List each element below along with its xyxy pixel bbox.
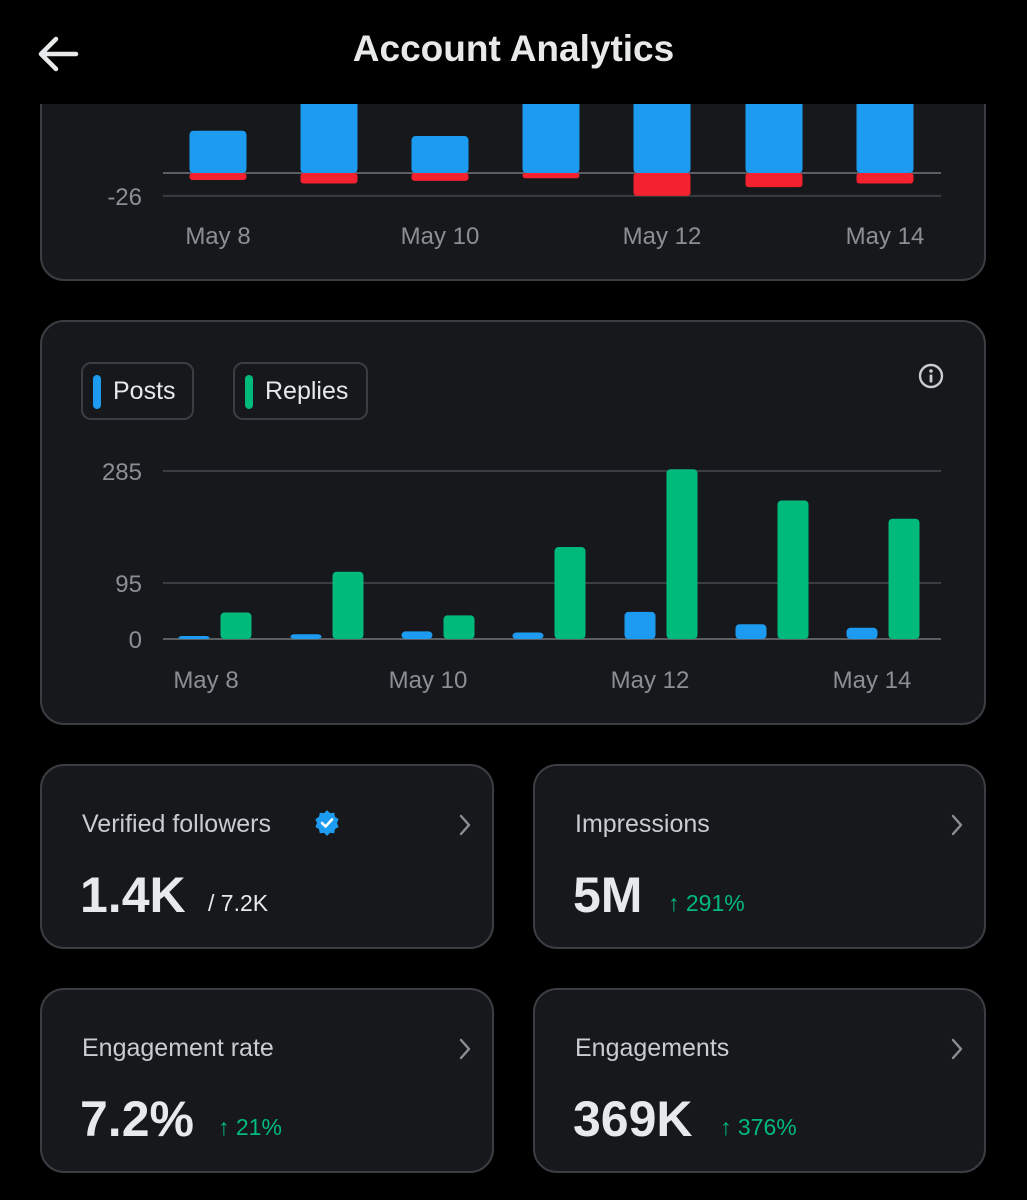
- y-tick-label: 285: [102, 459, 142, 486]
- x-tick-label: May 8: [173, 667, 238, 694]
- y-tick-label: 0: [129, 627, 142, 654]
- posts-replies-bar-chart: 285 95 0 May 8 May 10 May 12 May 14: [102, 459, 941, 694]
- impressions-card[interactable]: Impressions 5M ↑ 291%: [533, 764, 986, 949]
- impressions-label: Impressions: [575, 810, 710, 838]
- x-tick-label: May 12: [623, 223, 702, 250]
- bar-negative: [856, 173, 914, 184]
- replies-bar: [888, 518, 920, 639]
- posts-bar: [846, 627, 878, 639]
- impressions-delta: ↑ 291%: [668, 890, 745, 916]
- legend-replies-label: Replies: [265, 377, 349, 405]
- arrow-left-icon: [38, 36, 79, 72]
- replies-bar: [443, 615, 475, 639]
- x-tick-label: May 14: [833, 667, 912, 694]
- posts-bar: [512, 632, 544, 639]
- back-button[interactable]: [34, 30, 82, 78]
- page-title: Account Analytics: [352, 28, 675, 69]
- verified-followers-value: 1.4K: [80, 867, 186, 923]
- posts-bar: [401, 631, 433, 639]
- engagement-rate-value: 7.2%: [80, 1091, 194, 1147]
- verified-badge-icon: [315, 810, 339, 836]
- chevron-right-icon: [951, 1038, 963, 1060]
- info-button[interactable]: [916, 361, 946, 391]
- posts-replies-chart-card: [40, 320, 986, 725]
- chevron-right-icon: [951, 814, 963, 836]
- posts-bar: [735, 624, 767, 639]
- engagements-value: 369K: [573, 1091, 693, 1147]
- x-tick-label: May 10: [401, 223, 480, 250]
- bar-negative: [633, 173, 691, 196]
- posts-bar: [178, 636, 210, 639]
- engagements-card[interactable]: Engagements 369K ↑ 376%: [533, 988, 986, 1173]
- x-tick-label: May 14: [846, 223, 925, 250]
- chevron-right-icon: [459, 814, 471, 836]
- posts-bar: [624, 611, 656, 639]
- verified-followers-label: Verified followers: [82, 810, 271, 838]
- verified-followers-card[interactable]: Verified followers 1.4K / 7.2K: [40, 764, 494, 949]
- legend-posts-toggle[interactable]: Posts: [81, 362, 194, 420]
- x-tick-label: May 10: [389, 667, 468, 694]
- bar-negative: [411, 173, 469, 181]
- y-tick-label: -26: [107, 184, 142, 211]
- x-tick-label: May 8: [185, 223, 250, 250]
- x-tick-label: May 12: [611, 667, 690, 694]
- engagement-rate-delta: ↑ 21%: [218, 1114, 282, 1140]
- engagements-label: Engagements: [575, 1034, 730, 1062]
- bar-negative: [189, 173, 247, 181]
- engagement-rate-label: Engagement rate: [82, 1034, 274, 1062]
- verified-followers-total: / 7.2K: [208, 890, 269, 916]
- bar-negative: [300, 173, 358, 184]
- info-icon: [918, 363, 944, 389]
- bar-positive: [189, 130, 247, 173]
- top-bar: Account Analytics: [0, 0, 1027, 104]
- engagements-delta: ↑ 376%: [720, 1114, 797, 1140]
- chevron-right-icon: [459, 1038, 471, 1060]
- engagement-rate-card[interactable]: Engagement rate 7.2% ↑ 21%: [40, 988, 494, 1173]
- y-tick-label: 95: [115, 571, 142, 598]
- replies-bar: [220, 612, 252, 639]
- bar-positive: [411, 136, 469, 173]
- replies-bar: [666, 469, 698, 639]
- posts-bar: [290, 634, 322, 639]
- bar-negative: [522, 173, 580, 179]
- impressions-value: 5M: [573, 867, 643, 923]
- replies-swatch: [245, 375, 253, 409]
- legend-replies-toggle[interactable]: Replies: [233, 362, 368, 420]
- legend-posts-label: Posts: [113, 377, 176, 405]
- posts-swatch: [93, 375, 101, 409]
- replies-bar: [777, 500, 809, 639]
- replies-bar: [554, 547, 586, 639]
- replies-bar: [332, 571, 364, 639]
- bar-negative: [745, 173, 803, 188]
